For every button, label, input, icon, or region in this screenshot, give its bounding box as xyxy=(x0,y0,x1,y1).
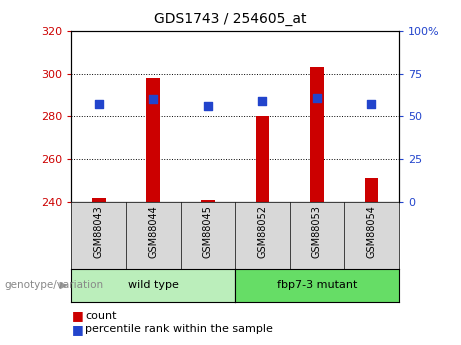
Text: GSM88044: GSM88044 xyxy=(148,205,158,258)
Text: genotype/variation: genotype/variation xyxy=(5,280,104,290)
Text: GSM88054: GSM88054 xyxy=(366,205,377,258)
Text: GSM88052: GSM88052 xyxy=(257,205,267,258)
Point xyxy=(204,104,212,109)
Bar xyxy=(201,200,215,202)
Bar xyxy=(310,67,324,202)
Point xyxy=(149,97,157,102)
Text: GSM88053: GSM88053 xyxy=(312,205,322,258)
Text: ■: ■ xyxy=(71,309,83,322)
Text: GSM88043: GSM88043 xyxy=(94,205,104,258)
Bar xyxy=(255,117,269,202)
Bar xyxy=(92,198,106,202)
Point xyxy=(259,98,266,104)
Bar xyxy=(147,78,160,202)
Text: count: count xyxy=(85,311,117,321)
Text: ■: ■ xyxy=(71,323,83,336)
Text: GSM88045: GSM88045 xyxy=(203,205,213,258)
Point xyxy=(95,102,102,107)
Point xyxy=(313,95,321,100)
Bar xyxy=(365,178,378,202)
Text: GDS1743 / 254605_at: GDS1743 / 254605_at xyxy=(154,12,307,26)
Text: wild type: wild type xyxy=(128,280,179,290)
Text: fbp7-3 mutant: fbp7-3 mutant xyxy=(277,280,357,290)
Point xyxy=(368,102,375,107)
Text: percentile rank within the sample: percentile rank within the sample xyxy=(85,325,273,334)
